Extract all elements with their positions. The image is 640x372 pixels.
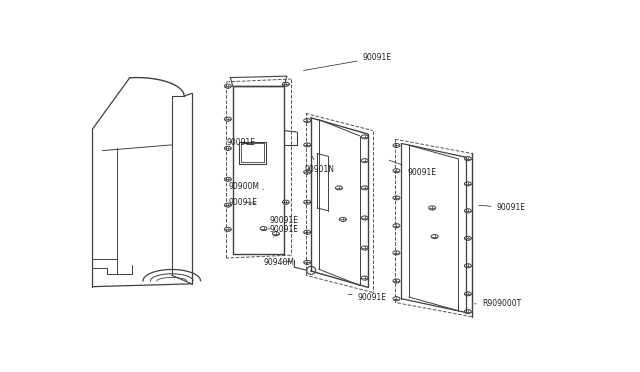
Text: 90091E: 90091E xyxy=(479,203,525,212)
Text: 90091E: 90091E xyxy=(229,198,258,207)
Text: 90091E: 90091E xyxy=(269,225,298,237)
Text: 90940M: 90940M xyxy=(264,258,294,267)
Text: R909000T: R909000T xyxy=(474,299,521,308)
Text: 90900M: 90900M xyxy=(229,182,264,191)
Text: 90091E: 90091E xyxy=(389,160,436,177)
Text: 90091E: 90091E xyxy=(269,216,298,229)
Text: 90091E: 90091E xyxy=(227,138,255,147)
Text: 90901N: 90901N xyxy=(305,157,335,174)
Text: 90091E: 90091E xyxy=(303,53,392,71)
Text: 90091E: 90091E xyxy=(348,293,387,302)
